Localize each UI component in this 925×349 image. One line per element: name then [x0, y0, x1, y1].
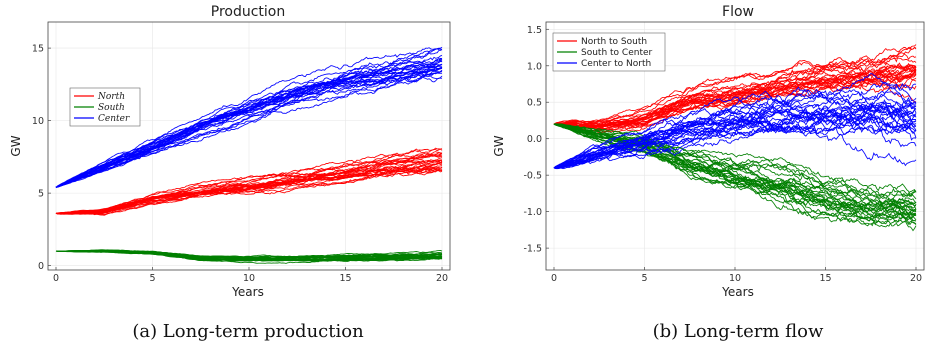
flow-x-axis-label: Years	[721, 285, 754, 299]
series-path	[553, 46, 917, 127]
series-path	[553, 86, 917, 169]
x-tick-label: 10	[243, 273, 255, 284]
production-grid	[48, 22, 450, 270]
x-tick-label: 15	[819, 273, 831, 284]
series-path	[553, 123, 917, 210]
series-path	[55, 151, 442, 214]
series-path	[553, 119, 917, 169]
series-path	[55, 69, 443, 188]
flow-chart: Flow 0 5 10 15 20 -1.5 -1.0 -0.5 0.0 0.5 1.0 1.5 Y…	[492, 4, 925, 299]
series-center	[55, 46, 443, 188]
caption-a: (a) Long-term production	[132, 321, 364, 342]
series-path	[553, 120, 917, 169]
legend-label: Center	[98, 114, 130, 124]
series-path	[553, 99, 917, 169]
series-path	[55, 64, 443, 188]
series-path	[55, 73, 443, 188]
series-path	[553, 123, 917, 223]
production-x-ticks: 0 5 10 15 20	[53, 267, 448, 284]
production-x-axis-label: Years	[231, 285, 264, 299]
x-tick-label: 0	[551, 273, 557, 284]
legend-label: North to South	[581, 37, 647, 47]
x-tick-label: 5	[641, 273, 647, 284]
series-path	[553, 123, 917, 198]
y-tick-label: 10	[32, 116, 44, 127]
caption-b: (b) Long-term flow	[653, 321, 824, 342]
series-path	[553, 123, 917, 225]
series-path	[553, 104, 917, 169]
series-north	[55, 147, 443, 216]
series-path	[553, 66, 917, 125]
y-tick-label: -1.0	[523, 207, 542, 218]
y-tick-label: -0.5	[523, 171, 542, 182]
series-path	[553, 46, 917, 125]
x-tick-label: 15	[339, 273, 351, 284]
series-path	[554, 110, 917, 169]
production-y-axis-label: GW	[9, 135, 23, 156]
y-tick-label: 1.5	[527, 25, 542, 36]
flow-series-lines	[553, 44, 917, 232]
series-path	[55, 67, 443, 188]
flow-y-axis-label: GW	[492, 135, 506, 156]
y-tick-label: 1.0	[527, 61, 542, 72]
series-path	[553, 63, 917, 129]
x-tick-label: 20	[436, 273, 448, 284]
production-title: Production	[211, 4, 285, 20]
production-chart: Production 0 5 10 15 20 0 5 10 15 Years GW Nort…	[9, 4, 451, 299]
series-path	[55, 48, 443, 188]
y-tick-label: -1.5	[523, 244, 542, 255]
series-path	[553, 76, 917, 128]
x-tick-label: 0	[53, 273, 59, 284]
flow-x-ticks: 0 5 10 15 20	[551, 267, 922, 284]
series-path	[55, 162, 443, 215]
series-path	[55, 70, 443, 188]
series-path	[553, 100, 917, 169]
y-tick-label: 0.5	[527, 98, 542, 109]
legend-label: South to Center	[581, 48, 653, 58]
y-tick-label: 5	[38, 189, 44, 200]
legend-label: North	[97, 92, 125, 102]
series-path	[553, 123, 917, 224]
y-tick-label: 0	[38, 261, 44, 272]
x-tick-label: 5	[149, 273, 155, 284]
legend-label: South	[98, 103, 125, 113]
flow-y-ticks: -1.5 -1.0 -0.5 0.0 0.5 1.0 1.5	[523, 25, 549, 255]
series-path	[55, 167, 443, 215]
flow-grid	[546, 22, 924, 270]
series-path	[55, 49, 443, 188]
y-tick-label: 15	[32, 44, 44, 55]
series-path	[55, 69, 443, 188]
series-path	[56, 152, 443, 216]
flow-title: Flow	[722, 4, 754, 20]
series-south	[55, 249, 443, 264]
y-tick-label: 0.0	[527, 134, 542, 145]
series-path	[553, 60, 917, 125]
series-path	[55, 76, 443, 188]
series-path	[553, 123, 917, 213]
series-path	[55, 166, 443, 215]
series-path	[553, 66, 917, 125]
series-path	[553, 93, 917, 169]
x-tick-label: 10	[729, 273, 741, 284]
series-center-to-north	[553, 73, 917, 170]
legend-label: Center to North	[581, 59, 651, 69]
production-series-lines	[55, 46, 443, 264]
x-tick-label: 20	[910, 273, 922, 284]
production-y-ticks: 0 5 10 15	[32, 44, 51, 272]
series-path	[56, 250, 443, 260]
